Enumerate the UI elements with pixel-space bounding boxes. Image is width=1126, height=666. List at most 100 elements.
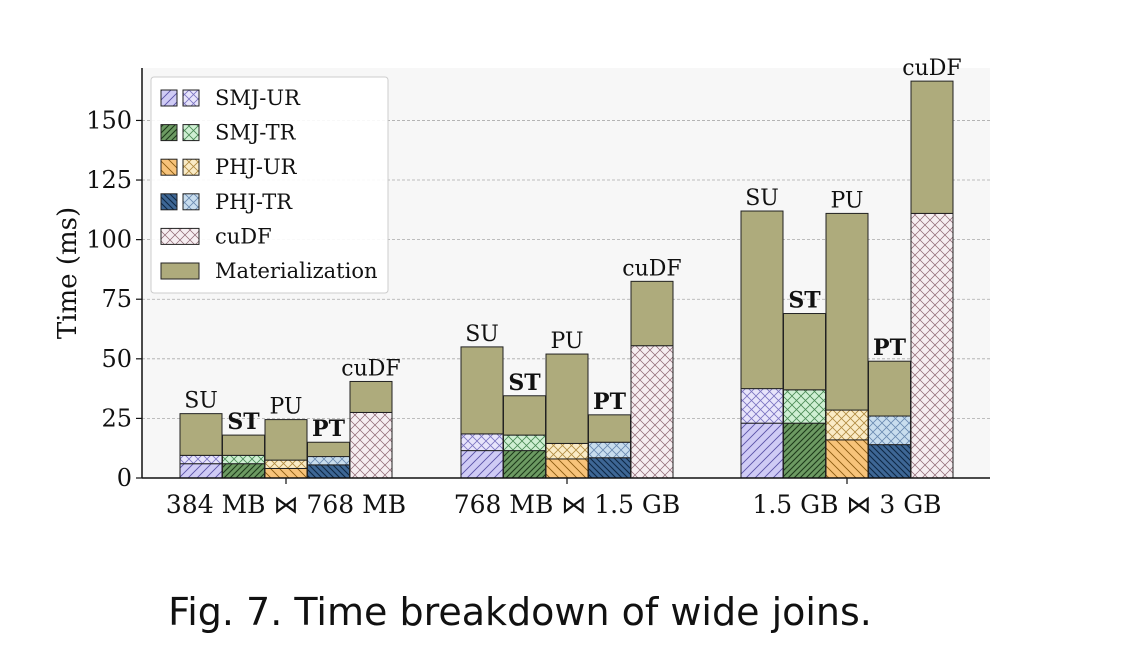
legend-entry: PHJ-TR	[160, 190, 293, 214]
bar-segment-join-hatched	[460, 433, 504, 452]
bar-label: cuDF	[902, 56, 961, 81]
y-tick-label: 75	[101, 285, 132, 313]
bar-segment-join	[740, 422, 784, 479]
y-tick-label: 50	[101, 345, 132, 373]
y-tick-label: 100	[86, 226, 132, 254]
bar-cudf-group-2	[630, 280, 674, 479]
legend-entry: SMJ-UR	[160, 86, 301, 110]
bar-segment-materialization	[307, 441, 350, 458]
bar-segment-join	[307, 464, 350, 479]
y-tick-label: 0	[117, 464, 132, 492]
y-tick-label: 125	[86, 166, 132, 194]
bar-segment-materialization	[460, 346, 504, 435]
bar-st-group-2	[503, 395, 546, 479]
bar-segment-materialization	[222, 434, 265, 456]
bar-segment-join	[783, 422, 826, 479]
bar-pu-group-2	[545, 353, 589, 479]
bar-segment-join-hatched	[264, 459, 308, 469]
y-tick-label: 25	[101, 404, 132, 432]
bar-segment-materialization	[740, 210, 784, 390]
bar-label: ST	[508, 370, 541, 396]
legend-label: SMJ-TR	[215, 121, 297, 145]
x-tick-label: 1.5 GB ⋈ 3 GB	[752, 490, 941, 519]
bar-segment-join-hatched	[545, 442, 589, 460]
x-tick-label: 384 MB ⋈ 768 MB	[166, 490, 406, 519]
bar-segment-join-hatched	[503, 434, 546, 452]
bar-label: PU	[551, 329, 584, 354]
bar-label: ST	[227, 409, 260, 435]
bar-segment-join	[825, 439, 869, 479]
bar-segment-materialization	[503, 395, 546, 436]
bar-pt-group-1	[307, 441, 350, 479]
bar-segment-materialization	[588, 414, 631, 443]
bar-pt-group-3	[868, 360, 911, 479]
bar-segment-join-hatched	[783, 389, 826, 424]
bar-segment-join-hatched	[222, 454, 265, 465]
bar-label: SU	[465, 322, 499, 347]
legend-entry: SMJ-TR	[160, 121, 297, 145]
legend-frame	[150, 76, 389, 294]
bar-segment-join	[264, 467, 308, 479]
legend-entry: Materialization	[160, 259, 378, 283]
axes: 0 25 50 75 100 125 150 384 MB ⋈ 768 MB 768 MB ⋈ …	[86, 68, 990, 519]
bar-segment-join	[545, 458, 589, 479]
bar-label: PT	[312, 416, 346, 442]
bar-segment-materialization	[868, 360, 911, 417]
bar-segment-materialization	[264, 419, 308, 461]
bar-label: cuDF	[341, 356, 400, 381]
bar-segment-join	[460, 450, 504, 479]
bar-segment-join	[588, 457, 631, 479]
bar-label: PU	[831, 188, 864, 213]
bar-segment-join-hatched	[179, 454, 223, 465]
y-tick-label: 150	[86, 106, 132, 134]
legend-label: Materialization	[215, 259, 378, 283]
bar-label: PU	[270, 395, 303, 420]
bars: SU ST PU PT cuDF SU ST PU PT cuDF SU ST PU PT cuDF	[179, 56, 962, 479]
bar-segment-materialization	[910, 80, 954, 214]
bar-label: ST	[788, 288, 821, 314]
bar-segment-cudf	[349, 411, 393, 479]
bar-st-group-3	[783, 313, 826, 479]
bar-label: PT	[593, 389, 627, 415]
figure-caption: Fig. 7. Time breakdown of wide joins.	[168, 590, 872, 634]
bar-segment-join-hatched	[307, 456, 350, 466]
legend-entry: cuDF	[160, 224, 272, 248]
bar-label: cuDF	[622, 256, 681, 281]
x-tick-label: 768 MB ⋈ 1.5 GB	[454, 490, 681, 519]
bar-segment-materialization	[783, 313, 826, 391]
bar-pt-group-2	[588, 414, 631, 479]
bar-segment-join	[179, 463, 223, 479]
bar-cudf-group-3	[910, 80, 954, 479]
legend: SMJ-UR SMJ-TR PHJ-UR PHJ-TR cuDF Materializat…	[150, 76, 389, 294]
bar-segment-join-hatched	[588, 441, 631, 459]
bar-su-group-2	[460, 346, 504, 479]
y-axis-label: Time (ms)	[53, 207, 83, 339]
legend-label: SMJ-UR	[215, 86, 301, 110]
bar-chart: SU ST PU PT cuDF SU ST PU PT cuDF SU ST PU PT cuDF 0 25…	[53, 56, 990, 519]
bar-segment-materialization	[545, 353, 589, 444]
legend-label: cuDF	[215, 224, 272, 248]
bar-segment-join	[222, 463, 265, 479]
bar-segment-join-hatched	[825, 409, 869, 441]
bar-segment-join	[503, 450, 546, 479]
bar-segment-materialization	[825, 212, 869, 411]
bar-su-group-1	[179, 413, 223, 479]
bar-cudf-group-1	[349, 380, 393, 479]
bar-label: PT	[873, 335, 907, 361]
bar-st-group-1	[222, 434, 265, 479]
bar-segment-join	[868, 444, 911, 479]
legend-entry: PHJ-UR	[160, 155, 298, 179]
bar-segment-join-hatched	[740, 388, 784, 424]
legend-label: PHJ-TR	[215, 190, 293, 214]
legend-label: PHJ-UR	[215, 155, 298, 179]
bar-su-group-3	[740, 210, 784, 479]
bar-segment-join-hatched	[868, 415, 911, 446]
bar-pu-group-3	[825, 212, 869, 479]
bar-segment-materialization	[349, 380, 393, 413]
bar-segment-materialization	[630, 280, 674, 347]
bar-pu-group-1	[264, 419, 308, 479]
bar-label: SU	[745, 186, 779, 211]
bar-segment-cudf	[630, 345, 674, 479]
bar-segment-cudf	[910, 212, 954, 479]
bar-label: SU	[184, 389, 218, 414]
